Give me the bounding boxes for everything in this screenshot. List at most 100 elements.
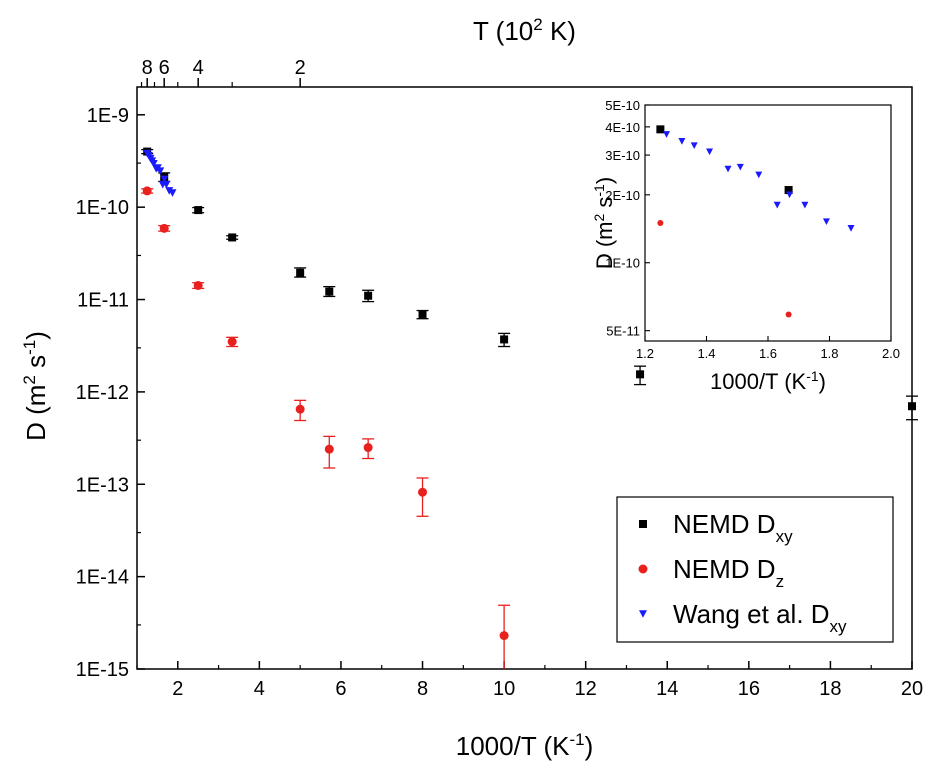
legend-label-sub: z [776,572,785,591]
inset-y-tick-label: 2E-10 [605,188,640,203]
top-tick-label: 2 [295,57,306,79]
x-tick-label: 10 [493,678,515,700]
legend-marker [639,520,647,528]
inset-data-point [801,201,809,209]
inset-x-tick-label: 1.4 [697,346,715,361]
inset-data-point [706,148,714,156]
data-point [363,443,373,453]
inset-data-point [822,218,830,226]
x-tick-label: 20 [901,678,923,700]
legend-label-text: NEMD D [673,554,776,584]
inset-data-point [773,201,781,209]
data-point [193,280,203,290]
top-axis-title-sup: 2 [533,15,542,34]
data-point [418,310,427,319]
y-axis-title-close: ) [21,331,51,340]
data-point [149,159,158,168]
top-axis-title: T (102 K) [473,15,576,46]
inset-data-point [678,138,686,145]
inset-y-axis-title-sup: 2 [591,214,607,222]
series-2 [143,149,177,197]
x-tick-label: 4 [254,678,265,700]
y-axis-title-text: D (m [21,385,51,441]
x-tick-label: 18 [819,678,841,700]
inset-data-point [755,171,763,179]
data-point [364,291,373,300]
inset-x-tick-label: 1.8 [820,346,838,361]
inset-y-axis-title: D (m2 s-1) [591,177,617,269]
inset-series-2 [663,131,855,232]
inset-y-axis-title-close: ) [592,177,617,184]
data-point [159,223,169,233]
inset-y-tick-label: 3E-10 [605,148,640,163]
top-axis-title-end: K) [543,16,576,46]
inset-x-axis-title: 1000/T (K-1) [710,368,826,394]
x-axis-title-text: 1000/T (K [456,731,570,761]
inset-y-tick-label: 5E-11 [606,324,640,339]
x-tick-label: 8 [417,678,428,700]
data-point [324,444,334,454]
data-point [325,287,334,296]
inset-x-tick-label: 2.0 [882,346,900,361]
data-point [165,187,174,195]
y-axis-title-mid: s [21,355,51,375]
data-point [156,167,165,176]
legend-marker [638,564,648,574]
x-axis-title: 1000/T (K-1) [456,730,594,761]
legend-label-text: NEMD D [673,509,776,539]
inset-data-point [656,125,665,134]
series-1 [141,186,511,669]
inset-series-1 [657,220,792,318]
data-point [228,233,237,242]
inset-y-axis-title-text: D (m [592,222,617,270]
data-point [160,175,169,184]
legend-label-sub: xy [776,527,794,546]
plot-frame [136,86,913,670]
data-point [194,206,203,215]
legend-label-sub: xy [830,617,848,636]
top-tick-label: 8 [142,57,153,79]
inset-y-tick-label: 4E-10 [605,120,640,135]
data-point [162,180,171,189]
data-point [908,402,916,411]
inset-x-axis-title-text: 1000/T (K [710,369,807,394]
x-tick-label: 16 [738,678,760,700]
legend-marker [639,610,647,618]
data-point [295,404,305,414]
data-point [636,370,645,379]
inset-data-point [784,186,793,195]
y-tick-label: 1E-9 [87,105,129,127]
y-axis-title-sup2: -1 [20,340,39,355]
inset-y-axis-title-mid: s [592,197,617,214]
y-tick-label: 1E-15 [76,659,129,681]
inset-data-point [736,163,744,171]
inset-x-tick-label: 1.6 [759,346,777,361]
x-tick-label: 12 [575,678,597,700]
inset-data-point [663,131,671,138]
main-axes: 2 4 6 8 10 12 14 16 18 201E-151E-141E-131E-121E-1… [20,15,923,761]
inset-x-axis-title-close: ) [819,369,826,394]
y-axis-title-sup: 2 [20,375,39,384]
data-point [418,487,428,497]
top-tick-label: 4 [193,57,204,79]
data-point [227,337,237,347]
inset-y-tick-label: 1E-10 [605,256,640,271]
legend-label: Wang et al. Dxy [673,599,847,636]
inset-data-point [724,165,732,173]
x-tick-label: 14 [656,678,678,700]
legend-label-text: Wang et al. D [673,599,830,629]
x-axis-title-close: ) [585,731,594,761]
data-point [296,268,305,277]
inset-x-tick-label: 1.2 [636,346,654,361]
top-axis-title-text: T (10 [473,16,533,46]
inset-x-axis-title-sup: -1 [806,368,819,384]
y-tick-label: 1E-12 [76,382,129,404]
x-tick-label: 6 [335,678,346,700]
legend-label: NEMD Dxy [673,509,793,546]
data-point [500,335,509,344]
data-point [499,631,509,641]
data-point [168,189,177,197]
x-axis-title-sup: -1 [569,730,584,749]
inset-series-0 [656,125,793,195]
